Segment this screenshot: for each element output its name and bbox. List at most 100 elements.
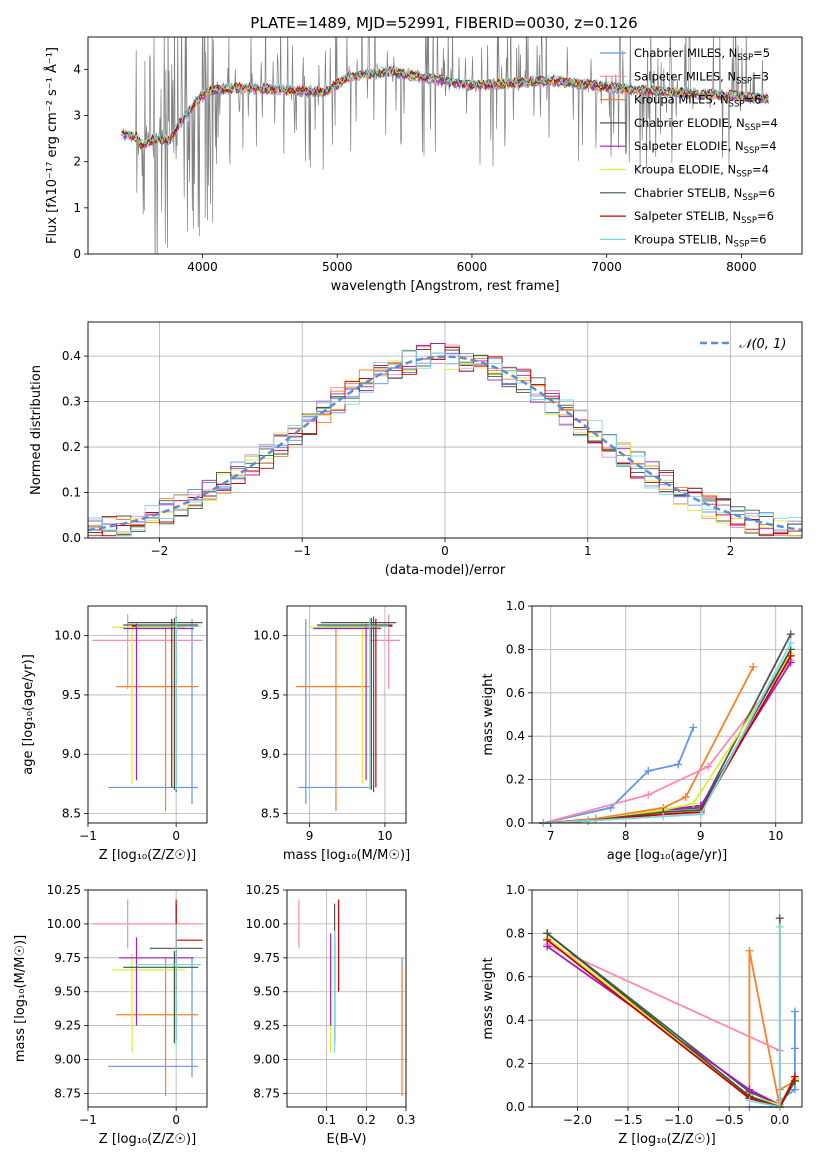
y-tick-label: 10.25 [47, 883, 81, 897]
histogram-kroupa-stelib [88, 349, 802, 537]
histogram-kroupa-elodie [88, 358, 802, 537]
y-axis-label: mass [log₁₀(M/M☉)] [13, 935, 28, 1062]
y-tick-label: 10.0 [253, 629, 280, 643]
axes-frame [87, 889, 208, 1108]
data-point-marker [790, 1085, 799, 1094]
y-tick-label: 0.4 [62, 349, 81, 363]
x-axis-label: Z [log₁₀(Z/Z☉)] [99, 848, 196, 863]
x-tick-label: 10 [768, 829, 783, 843]
x-tick-label: −2.0 [563, 1113, 592, 1127]
model-line-kroupa-stelib [121, 64, 769, 145]
axes-frame [286, 889, 407, 1108]
panel-mass_vs_Z: −1 0 8.75 9.00 9.25 9.50 9.75 10.00 10.25 Z [log₁… [13, 883, 208, 1147]
data-point-marker [775, 922, 784, 931]
y-tick-label: 0.0 [506, 816, 525, 830]
data-point-marker [749, 662, 758, 671]
legend-entry: Chabrier ELODIE, NSSP=4 [634, 116, 778, 133]
y-tick-label: 0 [73, 247, 81, 261]
data-point-marker [790, 1007, 799, 1016]
data-point-marker [584, 816, 593, 825]
data-point-marker [790, 1044, 799, 1053]
y-tick-label: 9.0 [62, 747, 81, 761]
series-line-chabrier-elodie [543, 633, 792, 824]
legend-entry: 𝒩(0, 1) [739, 337, 786, 352]
x-tick-label: −1 [79, 1113, 97, 1127]
legend-entry: Kroupa STELIB, NSSP=6 [634, 232, 766, 249]
y-axis-label: age [log₁₀(age/yr)] [21, 654, 36, 775]
model-line-kroupa-elodie [121, 67, 769, 148]
x-tick-label: 0 [172, 829, 180, 843]
y-tick-label: 9.0 [261, 747, 280, 761]
y-tick-label: 10.0 [54, 629, 81, 643]
y-tick-label: 8.5 [261, 807, 280, 821]
legend-entry: Salpeter STELIB, NSSP=6 [634, 209, 774, 226]
y-axis-label: Flux [fλ10⁻¹⁷ erg cm⁻² s⁻¹ Å⁻¹] [44, 47, 60, 244]
series-line-chabrier-stelib [546, 932, 796, 1109]
x-axis-label: Z [log₁₀(Z/Z☉)] [618, 1132, 715, 1147]
y-tick-label: 0.2 [506, 1057, 525, 1071]
y-tick-label: 0.0 [62, 531, 81, 545]
series-line-kroupa-miles [748, 950, 796, 1108]
y-tick-label: 8.5 [62, 807, 81, 821]
y-tick-label: 9.75 [253, 951, 280, 965]
y-tick-label: 0.8 [506, 642, 525, 656]
x-tick-label: 8 [622, 829, 630, 843]
data-point-marker [543, 935, 552, 944]
series-line-salpeter-elodie [543, 661, 792, 824]
legend-entry: Salpeter ELODIE, NSSP=4 [634, 139, 777, 156]
data-point-marker [644, 766, 653, 775]
y-tick-label: 9.25 [253, 1019, 280, 1033]
x-tick-label: 8000 [726, 260, 757, 274]
series-line-salpeter-stelib [546, 939, 796, 1109]
y-tick-label: 8.75 [54, 1086, 81, 1100]
y-tick-label: 4 [73, 62, 81, 76]
y-axis-label: Normed distribution [29, 365, 44, 495]
legend-entry: Kroupa ELODIE, NSSP=4 [634, 163, 769, 180]
y-tick-label: 2 [73, 155, 81, 169]
x-axis-label: mass [log₁₀(M/M☉)] [283, 848, 410, 863]
y-tick-label: 0.8 [506, 926, 525, 940]
axes-frame [531, 889, 803, 1108]
x-tick-label: 0 [441, 544, 449, 558]
y-tick-label: 9.00 [54, 1053, 81, 1067]
panel-spectrum: 4000 5000 6000 7000 8000 0 1 2 3 4 wavelength [Ang… [44, 36, 803, 294]
y-tick-label: 9.50 [54, 985, 81, 999]
axes-frame [87, 605, 208, 824]
axes-frame [286, 605, 407, 824]
x-tick-label: 10 [377, 829, 392, 843]
x-tick-label: 2 [727, 544, 735, 558]
panel-age_vs_mass: 9 10 8.5 9.0 9.5 10.0 mass [log₁₀(M/M☉)] [253, 605, 410, 863]
series-line-salpeter-elodie [546, 945, 796, 1106]
x-axis-label: age [log₁₀(age/yr)] [607, 848, 728, 863]
x-tick-label: 0 [172, 1113, 180, 1127]
y-axis-label: mass weight [481, 673, 496, 755]
y-tick-label: 0.4 [506, 1013, 525, 1027]
data-point-marker [745, 1096, 754, 1105]
data-point-marker [775, 914, 784, 923]
x-axis-label: Z [log₁₀(Z/Z☉)] [99, 1132, 196, 1147]
normal-curve [87, 355, 803, 532]
y-tick-label: 0.2 [506, 773, 525, 787]
x-tick-label: 7000 [591, 260, 622, 274]
x-tick-label: −1.0 [664, 1113, 693, 1127]
x-tick-label: 0.2 [357, 1113, 376, 1127]
x-tick-label: −1 [79, 829, 97, 843]
x-tick-label: 5000 [322, 260, 353, 274]
x-tick-label: −1 [293, 544, 311, 558]
axes-frame [87, 321, 803, 539]
series-line-salpeter-stelib [543, 655, 792, 824]
panel-massweight_vs_Z: −2.0 −1.5 −1.0 −0.5 0.0 0.0 0.2 0.4 0.6 0.8 1.0 Z [… [481, 883, 803, 1147]
x-tick-label: 0.1 [317, 1113, 336, 1127]
y-tick-label: 9.5 [261, 688, 280, 702]
legend: Chabrier MILES, NSSP=5 Salpeter MILES, NS… [600, 46, 778, 249]
y-tick-label: 0.1 [62, 486, 81, 500]
x-axis-label: (data-model)/error [385, 563, 506, 578]
data-point-marker [786, 651, 795, 660]
legend-entry: Chabrier STELIB, NSSP=6 [634, 186, 775, 203]
y-tick-label: 9.5 [62, 688, 81, 702]
x-axis-label: E(B-V) [326, 1132, 366, 1147]
legend-entry: Kroupa MILES, NSSP=6 [634, 93, 761, 110]
data-point-marker [696, 810, 705, 819]
y-tick-label: 1.0 [506, 599, 525, 613]
